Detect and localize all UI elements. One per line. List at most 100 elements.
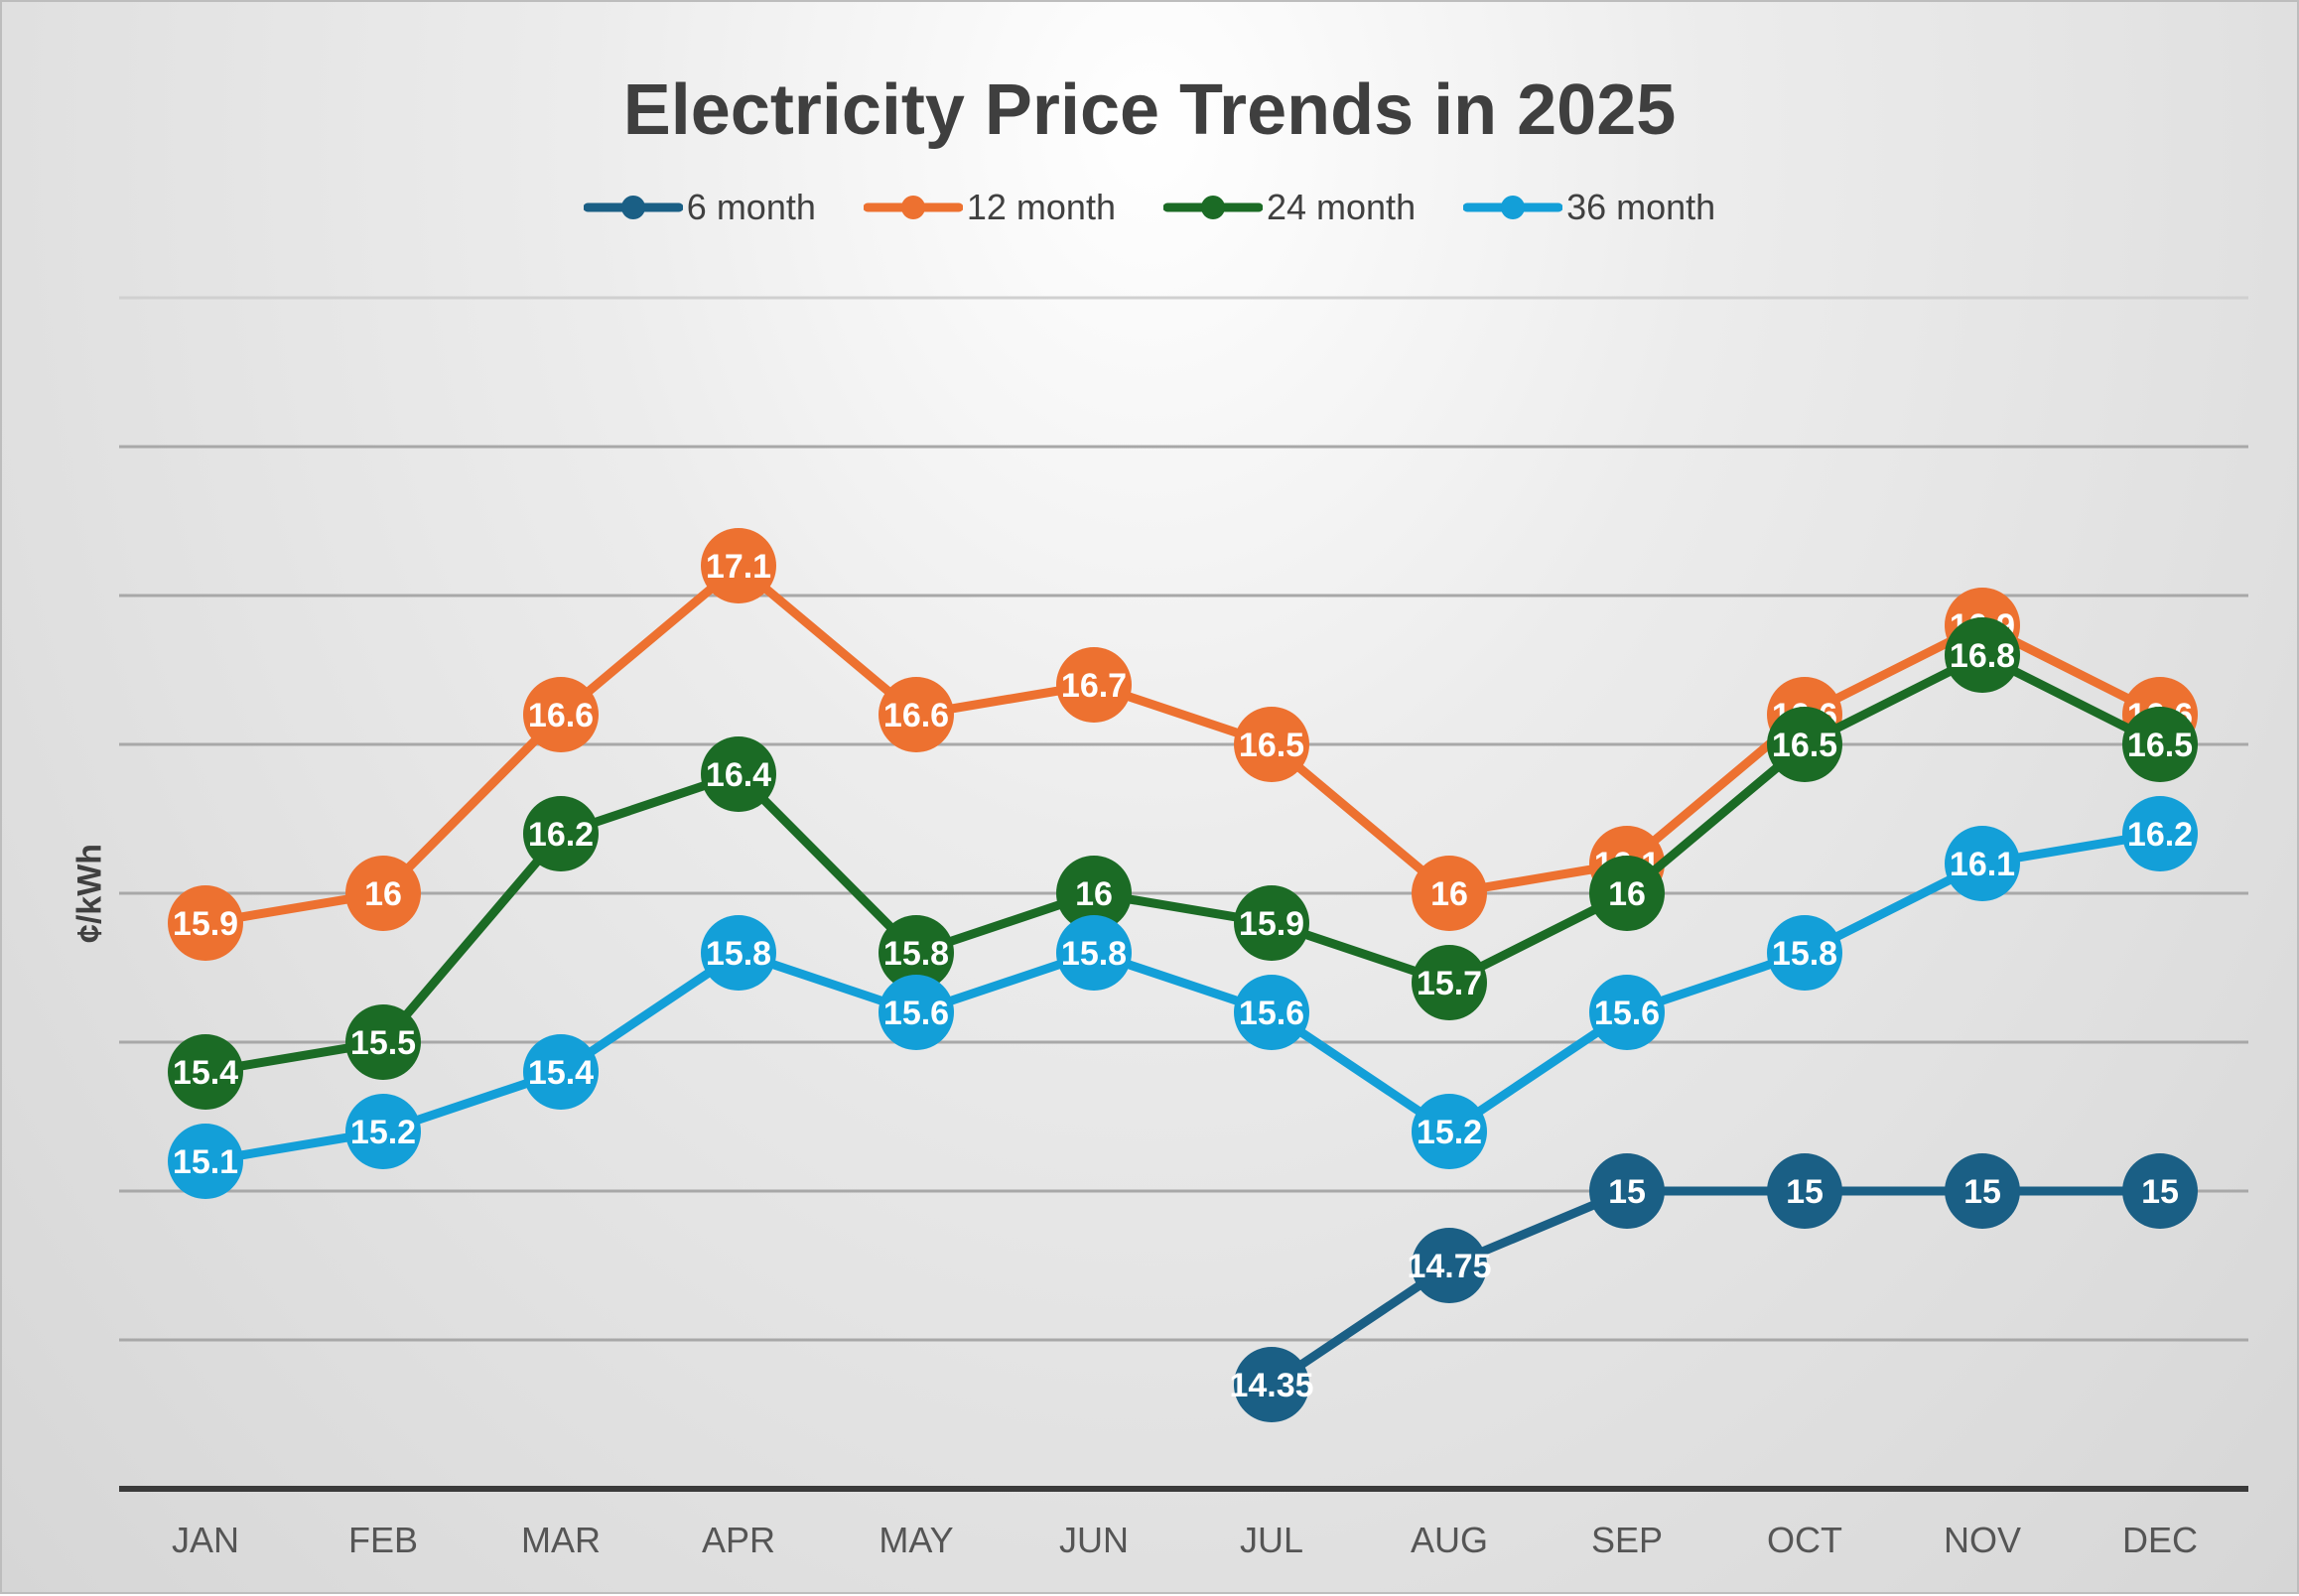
x-tick-label: NOV [1944,1520,2021,1560]
data-label: 15.7 [1417,965,1482,1002]
data-point [1056,915,1132,991]
data-point [168,885,243,961]
data-label: 15.1 [173,1143,238,1181]
data-point [701,736,776,812]
data-label: 15.8 [1061,935,1127,973]
data-point [523,796,599,871]
data-label: 15.2 [350,1114,416,1151]
legend-label: 36 month [1566,187,1716,227]
data-label: 15.9 [173,905,238,943]
data-point [1412,1228,1487,1303]
data-label: 15.6 [1239,995,1304,1032]
data-point [879,677,954,752]
data-point [1945,826,2020,901]
data-point [1056,856,1132,931]
data-point [168,1124,243,1199]
series-6-month: 14.35 14.75 15 15 15 15 [1229,1153,2198,1422]
data-point [1234,975,1309,1050]
data-point [1767,915,1842,991]
x-tick-label: JAN [172,1520,239,1560]
data-label: 15.5 [350,1024,416,1062]
data-point [1589,856,1665,931]
legend-label: 24 month [1266,187,1417,227]
x-tick-label: JUL [1240,1520,1303,1560]
data-label: 16.8 [1950,637,2015,675]
data-label: 15.8 [706,935,771,973]
data-point [1412,945,1487,1020]
legend-item: 12 month [863,187,1116,228]
data-point [345,1004,421,1080]
data-point [1945,1153,2020,1229]
legend-item: 6 month [583,187,816,228]
x-tick-label: DEC [2122,1520,2198,1560]
data-point [523,1034,599,1110]
data-label: 15 [1786,1173,1824,1211]
data-label: 15.4 [528,1054,594,1092]
series-24-month: 15.4 15.5 16.2 16.4 15.8 16 15.9 15.7 16 16.5 16.8… [168,617,2198,1110]
data-point [2122,796,2198,871]
data-label: 17.1 [706,548,771,586]
data-point [1589,975,1665,1050]
data-point [1056,647,1132,723]
legend: 6 month 12 month 24 month 36 month [2,187,2297,228]
data-point [1234,1347,1309,1422]
data-point [1234,885,1309,961]
data-label: 15 [2141,1173,2179,1211]
data-point [523,677,599,752]
series-36-month: 15.1 15.2 15.4 15.8 15.6 15.8 15.6 15.2 15.6 15.8… [168,796,2198,1199]
data-point [1767,707,1842,782]
legend-item: 36 month [1463,187,1715,228]
x-tick-label: JUN [1059,1520,1129,1560]
data-point [1589,1153,1665,1229]
data-point [879,975,954,1050]
data-label: 16.6 [528,697,594,734]
data-point [345,1094,421,1169]
data-label: 15.8 [1772,935,1837,973]
x-tick-label: OCT [1767,1520,1842,1560]
legend-marker-icon [583,196,683,219]
data-point [1412,856,1487,931]
data-label: 14.35 [1229,1367,1313,1404]
data-point [1234,707,1309,782]
data-label: 15.6 [883,995,949,1032]
data-point [345,856,421,931]
legend-marker-icon [1463,196,1563,219]
data-label: 15.6 [1594,995,1660,1032]
legend-label: 6 month [686,187,816,227]
data-label: 14.75 [1407,1248,1491,1285]
data-point [2122,1153,2198,1229]
data-label: 16.5 [1239,727,1304,764]
data-label: 16.5 [2127,727,2193,764]
data-label: 16.2 [528,816,594,854]
data-point [168,1034,243,1110]
legend-marker-icon [1162,196,1263,219]
chart-title: Electricity Price Trends in 2025 [622,70,1677,150]
data-label: 16 [1075,875,1113,913]
data-label: 16.1 [1950,846,2015,883]
x-tick-label: MAR [521,1520,601,1560]
data-label: 16.7 [1061,667,1127,705]
legend-label: 12 month [966,187,1116,227]
x-tick-label: APR [702,1520,775,1560]
series-line [204,829,2161,1166]
data-point [1945,617,2020,693]
data-label: 15.4 [173,1054,238,1092]
data-label: 16.2 [2127,816,2193,854]
data-label: 16.5 [1772,727,1837,764]
data-label: 15.8 [883,935,949,973]
x-tick-label: AUG [1411,1520,1488,1560]
data-label: 16.4 [706,756,771,794]
data-point [701,915,776,991]
data-label: 16.6 [883,697,949,734]
data-label: 16 [364,875,402,913]
data-label: 15.9 [1239,905,1304,943]
data-point [2122,707,2198,782]
data-label: 15 [1608,1173,1646,1211]
data-label: 15.2 [1417,1114,1482,1151]
legend-item: 24 month [1162,187,1417,228]
data-point [701,528,776,603]
x-tick-label: FEB [348,1520,418,1560]
data-point [1412,1094,1487,1169]
